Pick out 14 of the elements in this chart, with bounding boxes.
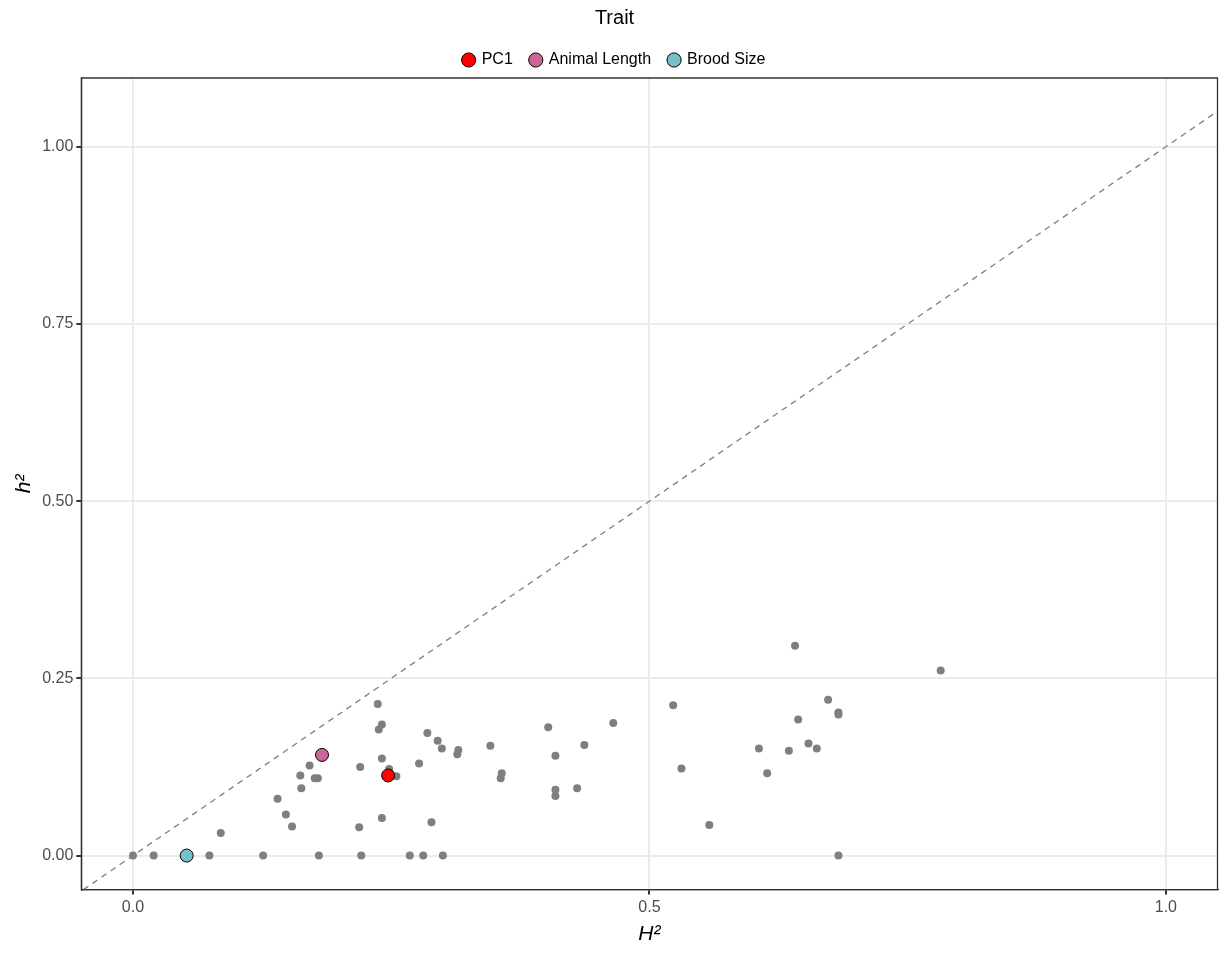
legend-label: PC1 [481,50,513,68]
y-tick-label: 0.50 [42,491,74,509]
legend-label: Brood Size [687,50,766,68]
legend-label: Animal Length [548,50,652,68]
x-axis-title: H² [638,921,662,945]
x-tick-label: 0.5 [638,897,661,915]
legend-title: Trait [594,5,635,28]
x-tick-label: 0.0 [121,897,145,915]
y-axis-title: h² [11,473,35,494]
y-tick-label: 1.00 [42,137,74,155]
y-tick-label: 0.25 [42,668,74,686]
y-tick-label: 0.75 [42,314,74,332]
x-tick-label: 1.0 [1154,897,1178,915]
y-tick-label: 0.00 [42,845,74,863]
